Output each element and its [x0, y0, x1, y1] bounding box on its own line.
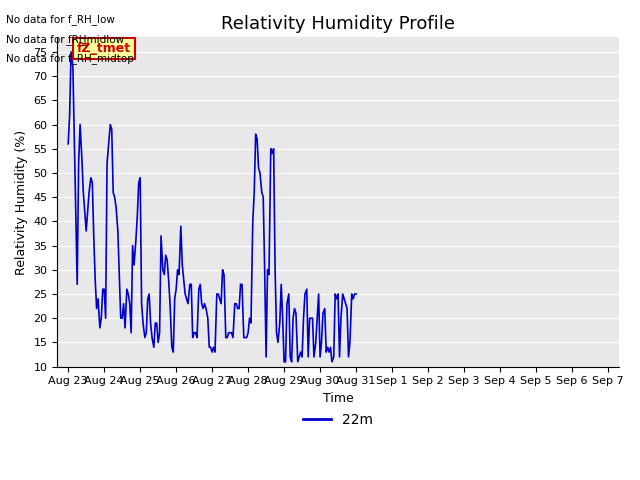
X-axis label: Time: Time — [323, 392, 353, 405]
Legend: 22m: 22m — [298, 407, 379, 432]
Title: Relativity Humidity Profile: Relativity Humidity Profile — [221, 15, 455, 33]
Text: fZ_tmet: fZ_tmet — [77, 42, 131, 55]
Text: No data for f̲RH̲midlow: No data for f̲RH̲midlow — [6, 34, 125, 45]
Y-axis label: Relativity Humidity (%): Relativity Humidity (%) — [15, 130, 28, 275]
Text: No data for f_RH_midtop: No data for f_RH_midtop — [6, 53, 134, 64]
Text: No data for f_RH_low: No data for f_RH_low — [6, 14, 115, 25]
